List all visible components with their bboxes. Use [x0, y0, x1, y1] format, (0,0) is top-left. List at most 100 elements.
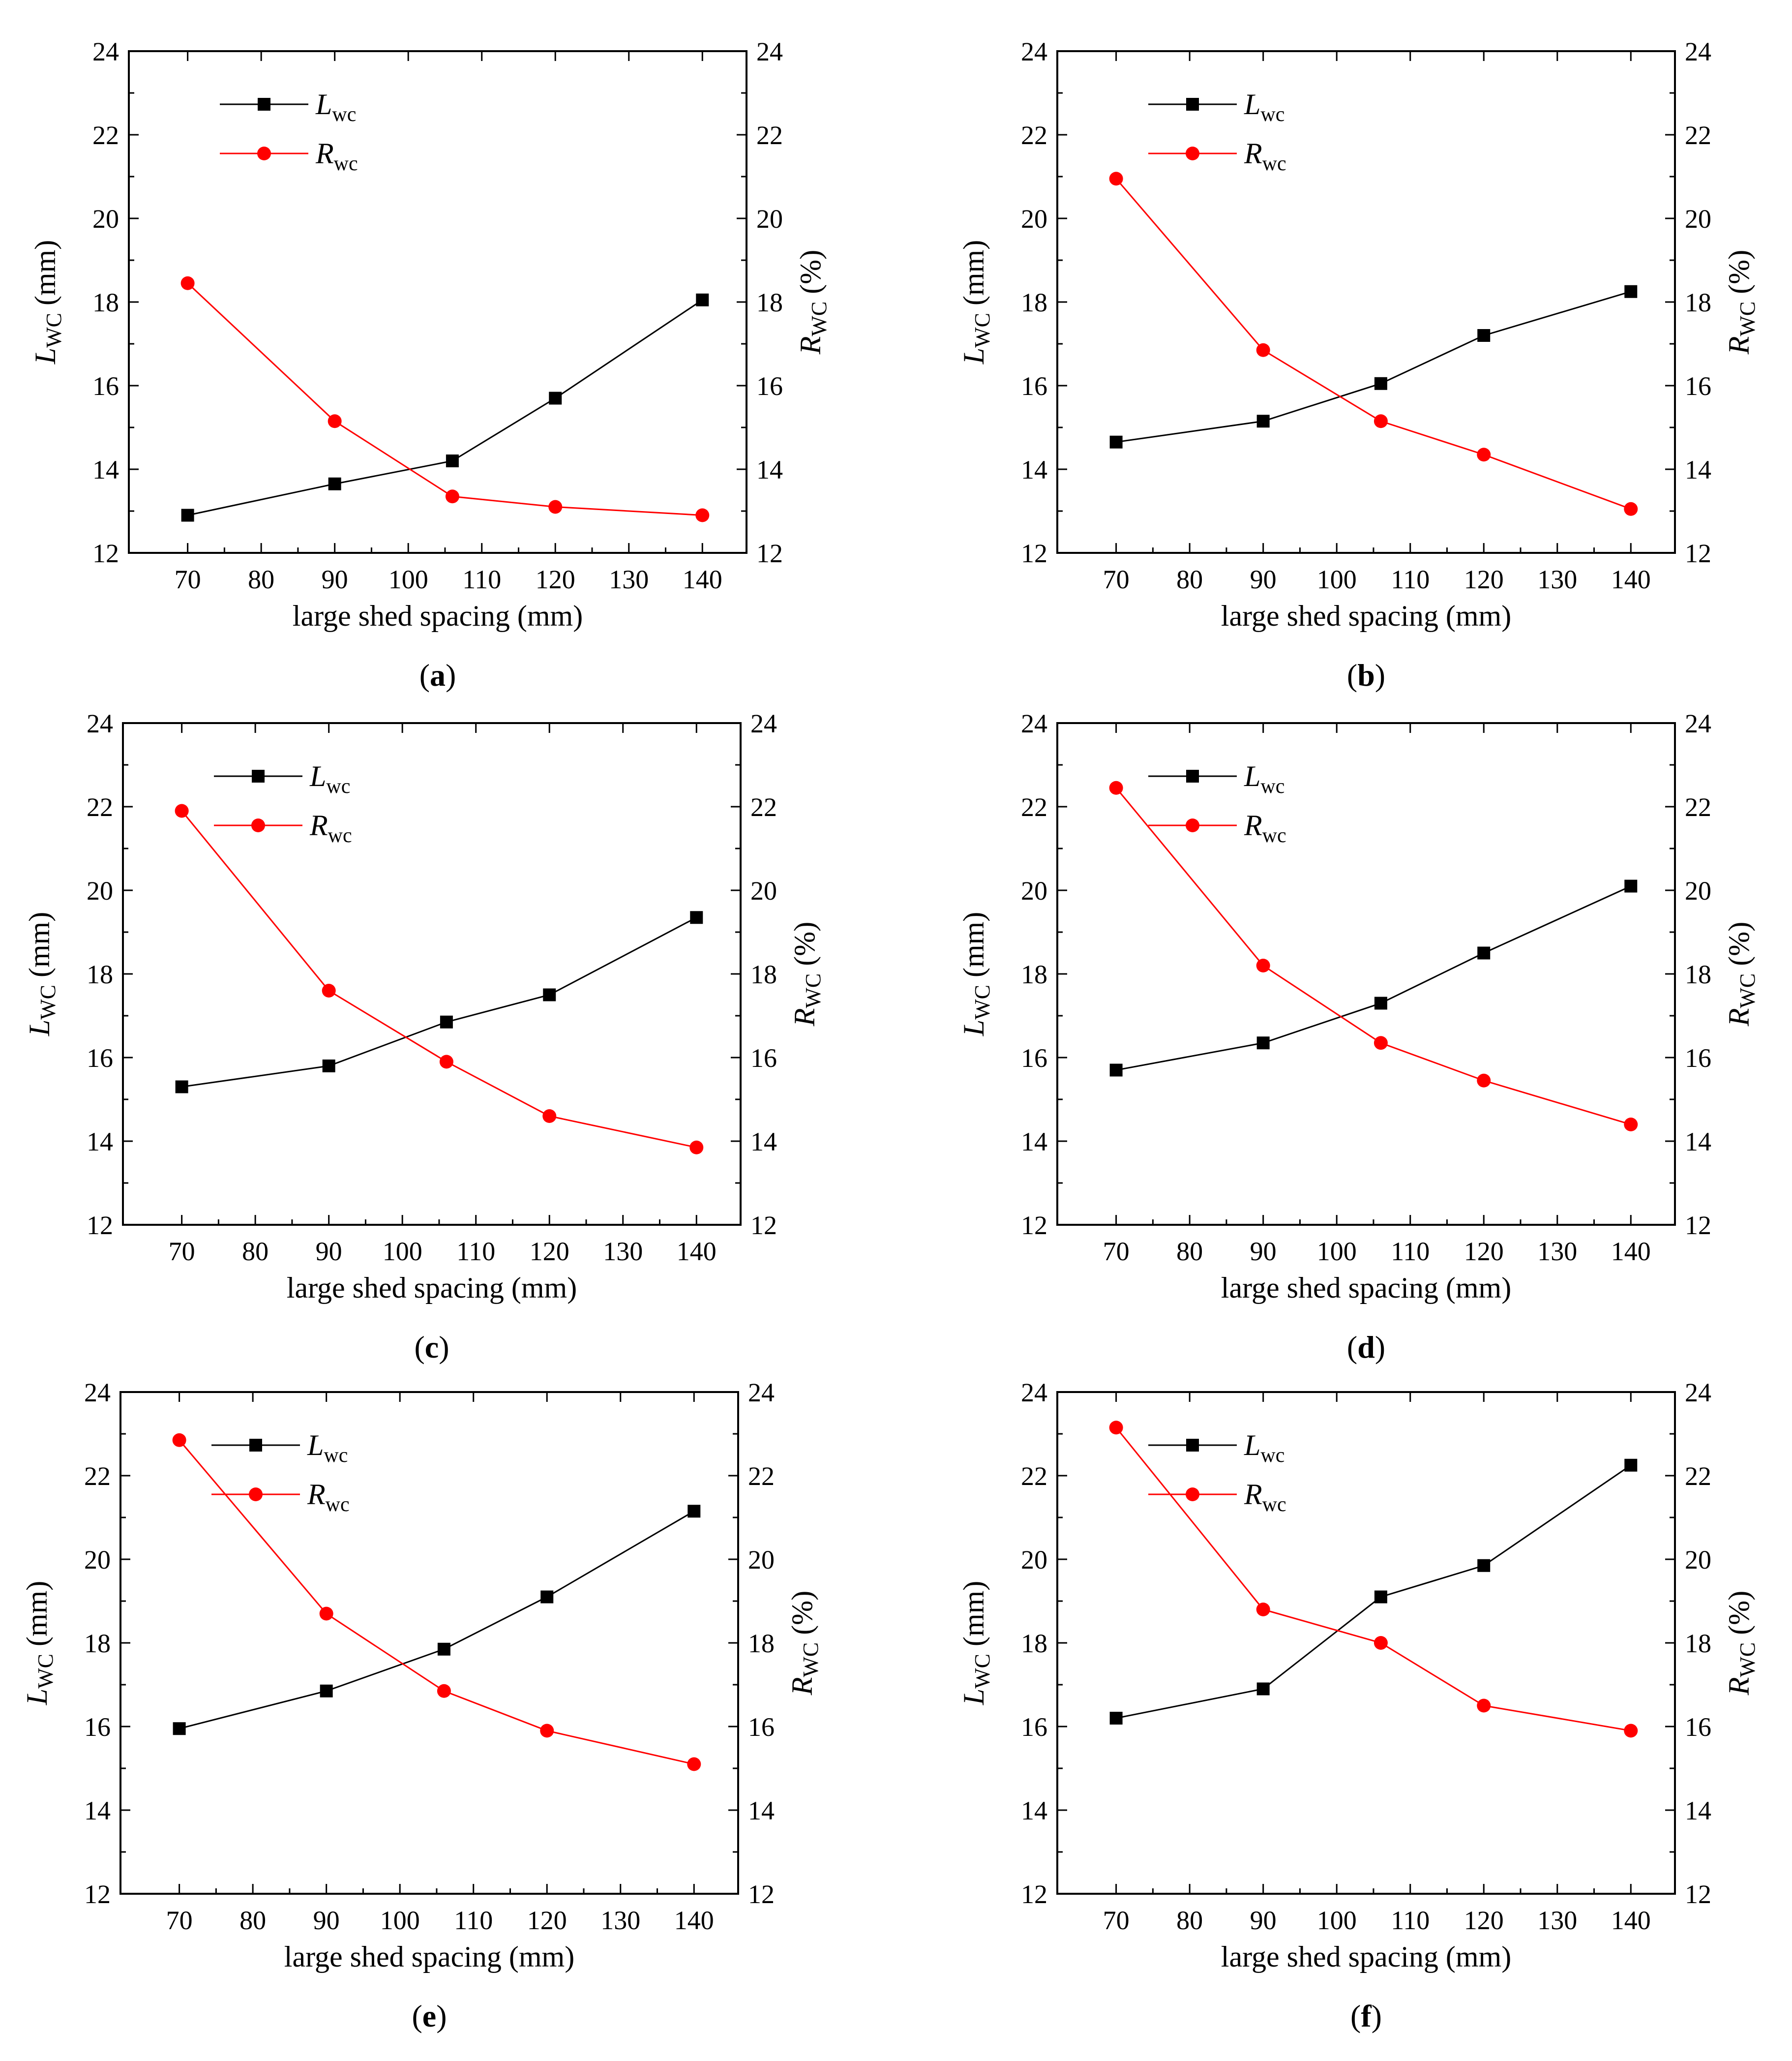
data-point-rwc [687, 1757, 701, 1771]
y-axis-label-right-unit: (%) [1723, 250, 1755, 302]
legend-marker-circle [1186, 818, 1199, 832]
legend-marker-square [1186, 1439, 1199, 1452]
x-tick-label: 70 [175, 565, 201, 594]
chart-panel-d: 70 80 90 100 110 120 130 140 12 14 16 18 20 22 24 12 14 1… [957, 709, 1760, 1364]
legend-label-var: L [1244, 88, 1260, 121]
y-tick-label-left: 16 [87, 1043, 113, 1073]
series-line-lwc [1116, 1464, 1632, 1719]
legend-label: Rwc [315, 137, 358, 175]
data-point-lwc [1477, 329, 1491, 342]
y-axis-label-right-unit: (%) [786, 1591, 818, 1642]
y-tick-label-left: 14 [1021, 455, 1047, 485]
legend-label: Lwc [1244, 760, 1284, 798]
caption-open-paren: ( [1347, 1330, 1357, 1364]
y-tick-label-right: 24 [1685, 37, 1711, 66]
series-line-lwc [179, 1510, 695, 1729]
legend-marker-circle [257, 147, 271, 160]
legend-label-sub: wc [1260, 103, 1284, 126]
y-tick-label-right: 20 [750, 876, 777, 906]
caption-letter: d [1357, 1330, 1375, 1364]
x-tick-label: 130 [1537, 1906, 1577, 1935]
caption-letter: e [422, 1999, 436, 2033]
x-tick-label: 80 [1176, 1906, 1203, 1935]
y-axis-label-left-unit: (mm) [29, 240, 61, 313]
x-tick-label: 130 [609, 565, 649, 594]
y-axis-label-left-sub: WC [36, 985, 60, 1020]
y-tick-label-left: 22 [92, 121, 119, 150]
x-tick-label: 90 [313, 1906, 340, 1935]
y-tick-label-right: 18 [1685, 1629, 1711, 1658]
x-tick-label: 80 [1176, 1237, 1203, 1266]
legend-label: Rwc [1244, 1478, 1286, 1516]
chart-panel-e: 70 80 90 100 110 120 130 140 12 14 16 18 20 22 24 12 14 1… [21, 1378, 823, 2033]
plot-frame [1056, 1391, 1676, 1895]
panel-caption: (b) [1347, 658, 1385, 693]
legend-label-var: R [309, 809, 328, 842]
y-axis-label-right-sub: WC [807, 302, 831, 336]
legend-label-var: R [315, 137, 334, 170]
y-axis-label-right-unit: (%) [1723, 1591, 1755, 1642]
chart-panel-f: 70 80 90 100 110 120 130 140 12 14 16 18 20 22 24 12 14 1… [957, 1378, 1760, 2033]
x-tick-label: 90 [1250, 1237, 1277, 1266]
y-tick-label-left: 18 [1021, 288, 1047, 317]
legend-marker-square [258, 98, 270, 111]
data-point-lwc [1374, 1590, 1387, 1604]
y-tick-label-right: 14 [756, 455, 783, 485]
y-axis-label-right-unit: (%) [1723, 922, 1755, 973]
y-axis-label-left: LWC (mm) [957, 1581, 994, 1706]
series-line-lwc [1116, 885, 1631, 1071]
legend-label: Lwc [309, 760, 350, 798]
y-tick-label-left: 20 [84, 1545, 111, 1575]
legend-label-var: R [1244, 1478, 1262, 1511]
y-tick-label-right: 24 [748, 1378, 775, 1407]
y-axis-label-left: LWC (mm) [23, 912, 60, 1037]
y-axis-label-right-var: R [1723, 336, 1755, 355]
y-axis-label-left-unit: (mm) [21, 1581, 53, 1654]
legend-label: Lwc [315, 88, 356, 126]
y-tick-label-right: 20 [1685, 876, 1711, 906]
data-point-lwc [1256, 1682, 1270, 1696]
caption-open-paren: ( [1350, 1999, 1361, 2033]
y-tick-label-left: 24 [84, 1378, 111, 1407]
x-tick-label: 140 [683, 565, 722, 594]
y-tick-label-right: 24 [756, 37, 783, 66]
y-tick-label-right: 24 [750, 709, 777, 738]
data-point-rwc [540, 1724, 554, 1738]
y-tick-label-right: 24 [1685, 1378, 1711, 1407]
x-tick-label: 90 [322, 565, 348, 594]
x-tick-label: 70 [1103, 1237, 1130, 1266]
plot-frame [1056, 722, 1676, 1226]
data-point-lwc [1256, 415, 1270, 428]
data-point-rwc [322, 984, 336, 998]
y-axis-label-right-var: R [794, 336, 827, 355]
x-tick-label: 130 [1537, 565, 1577, 594]
y-tick-label-left: 12 [87, 1211, 113, 1240]
data-point-lwc [687, 1505, 701, 1518]
y-tick-label-left: 16 [92, 371, 119, 401]
data-point-rwc [1624, 1118, 1638, 1131]
y-tick-label-right: 22 [756, 121, 783, 150]
legend-label-var: R [1244, 809, 1262, 842]
data-point-lwc [1109, 1712, 1123, 1725]
y-axis-label-left-unit: (mm) [23, 912, 56, 985]
data-point-rwc [695, 508, 710, 522]
y-tick-label-right: 12 [750, 1211, 777, 1240]
x-tick-label: 110 [1391, 565, 1430, 594]
data-point-lwc [328, 477, 341, 490]
data-point-rwc [1256, 959, 1270, 972]
y-tick-label-left: 24 [92, 37, 119, 66]
data-point-lwc [437, 1642, 450, 1656]
series-line-rwc [1115, 787, 1631, 1125]
data-point-lwc [1624, 879, 1638, 893]
legend-label: Lwc [1244, 88, 1284, 126]
y-tick-label-right: 14 [1685, 1127, 1711, 1156]
data-point-lwc [696, 293, 709, 306]
x-tick-label: 130 [600, 1906, 640, 1935]
y-axis-label-right-sub: WC [1735, 302, 1760, 336]
data-point-lwc [1109, 435, 1123, 449]
y-tick-label-right: 16 [1685, 1712, 1711, 1742]
y-tick-label-left: 18 [1021, 1629, 1047, 1658]
legend-marker-square [1186, 98, 1199, 111]
x-axis-label: large shed spacing (mm) [1221, 600, 1511, 632]
data-point-lwc [1477, 946, 1491, 960]
